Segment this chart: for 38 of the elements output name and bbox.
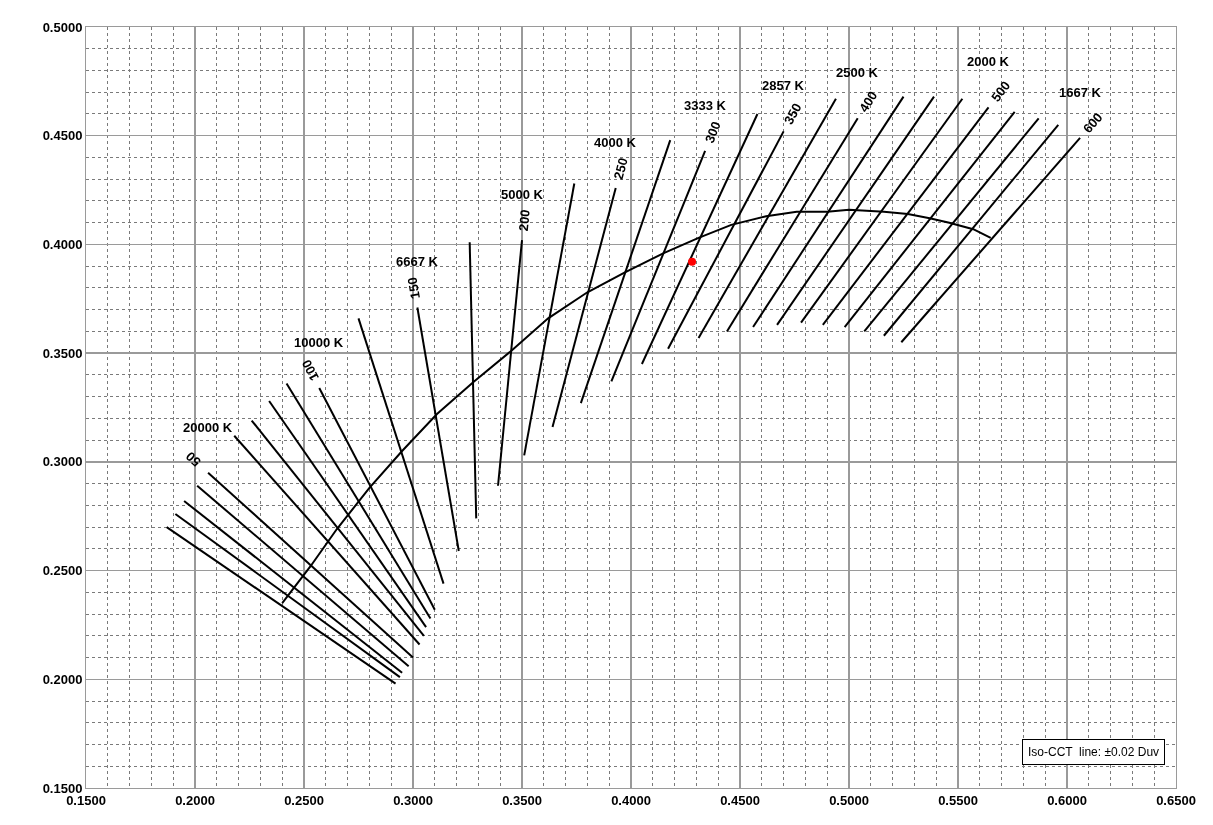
x-tick-label: 0.4500 xyxy=(720,792,760,808)
x-tick-label: 0.2500 xyxy=(284,792,324,808)
y-tick-label: 0.2000 xyxy=(42,671,83,687)
annotation: 2500 K xyxy=(836,65,879,80)
annotation: 2857 K xyxy=(762,78,805,93)
text: 350 xyxy=(781,100,805,127)
annotation: 5000 K xyxy=(501,187,544,202)
annotation: 10000 K xyxy=(294,335,344,350)
annotation: 4000 K xyxy=(594,135,637,150)
text: 250 xyxy=(610,156,631,181)
y-tick-label: 0.4500 xyxy=(42,128,83,144)
text: 200 xyxy=(515,208,533,232)
y-tick-label: 0.2500 xyxy=(42,563,83,579)
annotation: Iso-CCT line: ±0.02 Duv xyxy=(1028,745,1160,759)
y-tick-label: 0.4000 xyxy=(42,236,83,252)
text: 400 xyxy=(856,88,881,115)
x-tick-label: 0.3500 xyxy=(502,792,542,808)
annotation: 20000 K xyxy=(183,420,233,435)
text: 500 xyxy=(988,78,1014,105)
text: 600 xyxy=(1079,109,1106,137)
text: 150 xyxy=(404,276,423,300)
x-tick-label: 0.4000 xyxy=(611,792,651,808)
x-tick-label: 0.5000 xyxy=(829,792,869,808)
x-tick-label: 0.3000 xyxy=(393,792,433,808)
x-tick-label: 0.5500 xyxy=(938,792,978,808)
text: 50 xyxy=(182,448,204,470)
y-tick-label: 0.3000 xyxy=(42,454,83,470)
text: 300 xyxy=(701,119,724,146)
y-tick-label: 0.3500 xyxy=(42,345,83,361)
annotation: 3333 K xyxy=(684,98,727,113)
annotation: 2000 K xyxy=(967,54,1010,69)
annotation: 1667 K xyxy=(1059,85,1102,100)
x-tick-label: 0.2000 xyxy=(175,792,215,808)
text: 100 xyxy=(298,357,323,384)
annotation: 6667 K xyxy=(396,254,439,269)
x-tick-label: 0.6500 xyxy=(1156,792,1196,808)
x-tick-label: 0.6000 xyxy=(1047,792,1087,808)
y-tick-label: 0.5000 xyxy=(42,19,83,35)
